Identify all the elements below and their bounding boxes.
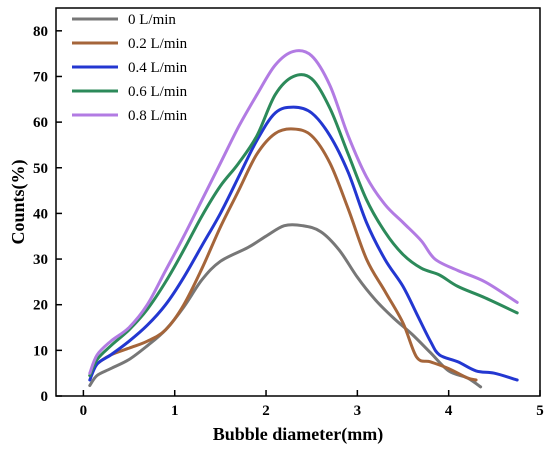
series-line-4: [88, 49, 519, 375]
x-tick-label: 4: [445, 403, 453, 419]
series-line-0: [88, 223, 483, 389]
series-lines: [88, 49, 519, 389]
plot-frame: [55, 7, 541, 397]
y-tick-label: 10: [33, 343, 48, 359]
y-tick-label: 0: [41, 389, 49, 405]
y-axis-ticks: 0 10 20 30 40 50 60 70 80: [33, 24, 62, 405]
legend-label-0: 0 L/min: [128, 12, 176, 28]
x-axis-title: Bubble diameter(mm): [213, 424, 383, 445]
y-tick-label: 80: [33, 24, 48, 40]
legend-label-2: 0.4 L/min: [128, 60, 188, 76]
legend: 0 L/min 0.2 L/min 0.4 L/min 0.6 L/min 0.8 L/…: [72, 12, 188, 124]
x-tick-label: 5: [536, 403, 544, 419]
x-tick-label: 1: [171, 403, 179, 419]
series-line-2: [88, 105, 519, 382]
series-line-1: [88, 127, 478, 382]
legend-label-3: 0.6 L/min: [128, 84, 188, 100]
y-tick-label: 50: [33, 161, 48, 177]
x-tick-label: 0: [80, 403, 88, 419]
x-axis-ticks: 0 1 2 3 4 5: [80, 390, 544, 419]
series-line-3: [88, 73, 519, 377]
x-tick-label: 3: [354, 403, 362, 419]
y-tick-label: 40: [33, 206, 48, 222]
y-tick-label: 20: [33, 298, 48, 314]
y-tick-label: 30: [33, 252, 48, 268]
legend-label-1: 0.2 L/min: [128, 36, 188, 52]
y-tick-label: 70: [33, 69, 48, 85]
x-tick-label: 2: [262, 403, 270, 419]
y-axis-title: Counts(%): [8, 159, 29, 244]
y-tick-label: 60: [33, 115, 48, 131]
legend-label-4: 0.8 L/min: [128, 108, 188, 124]
